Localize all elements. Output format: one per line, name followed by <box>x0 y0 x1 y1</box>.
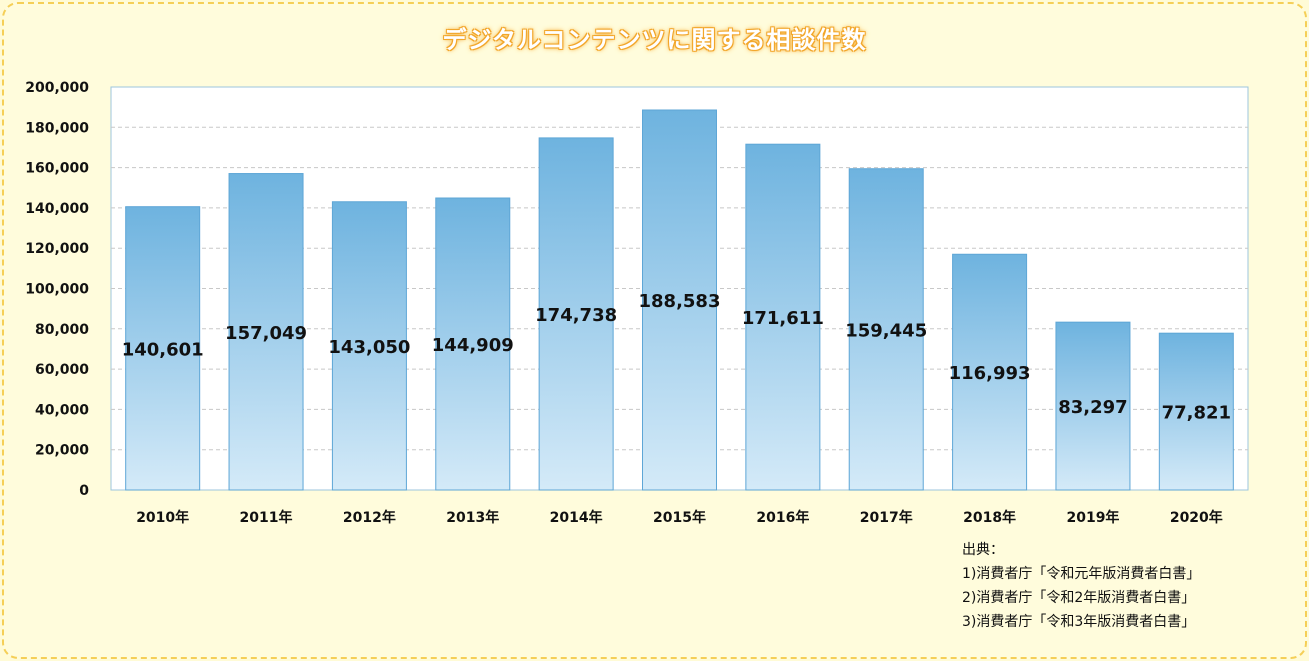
data-label: 144,909 <box>432 335 514 356</box>
chart-title: デジタルコンテンツに関する相談件数 <box>442 26 867 54</box>
bar <box>125 206 201 491</box>
y-axis: 0 20,000 40,000 60,000 80,000 100,000 120,000 1… <box>25 80 89 499</box>
bar <box>745 143 821 491</box>
y-tick-label: 0 <box>79 483 89 499</box>
y-tick-label: 140,000 <box>25 201 89 217</box>
bar <box>331 201 407 491</box>
x-tick-label: 2014年 <box>550 509 603 526</box>
y-tick-label: 160,000 <box>25 161 89 177</box>
bar <box>848 168 924 491</box>
x-tick-label: 2015年 <box>653 509 706 526</box>
x-tick-label: 2012年 <box>343 509 396 526</box>
source-line: 1)消費者庁「令和元年版消費者白書」 <box>962 566 1201 582</box>
data-label: 143,050 <box>328 337 410 358</box>
x-tick-label: 2016年 <box>756 509 809 526</box>
bars <box>125 109 1234 491</box>
data-label: 159,445 <box>845 320 927 341</box>
x-tick-label: 2017年 <box>860 509 913 526</box>
bar <box>435 197 511 491</box>
bar <box>1158 332 1234 491</box>
data-label: 174,738 <box>535 305 617 326</box>
data-label: 188,583 <box>639 291 721 312</box>
x-tick-label: 2010年 <box>136 509 189 526</box>
y-tick-label: 200,000 <box>25 80 89 96</box>
y-tick-label: 120,000 <box>25 241 89 257</box>
x-tick-label: 2020年 <box>1170 509 1223 526</box>
data-label: 157,049 <box>225 323 307 344</box>
x-tick-label: 2018年 <box>963 509 1016 526</box>
data-label: 171,611 <box>742 308 824 329</box>
data-label: 83,297 <box>1058 397 1127 418</box>
source-heading: 出典： <box>962 542 1004 558</box>
data-labels: 140,601 157,049 143,050 144,909 174,738 188,5… <box>122 291 1231 424</box>
source-line: 2)消費者庁「令和2年版消費者白書」 <box>962 590 1196 606</box>
x-tick-label: 2013年 <box>446 509 499 526</box>
y-tick-label: 20,000 <box>35 443 89 459</box>
source-note: 出典： 1)消費者庁「令和元年版消費者白書」 2)消費者庁「令和2年版消費者白書… <box>962 538 1200 634</box>
data-label: 140,601 <box>122 339 204 360</box>
x-tick-label: 2019年 <box>1066 509 1119 526</box>
bar <box>1055 321 1131 491</box>
y-tick-label: 100,000 <box>25 282 89 298</box>
data-label: 116,993 <box>949 363 1031 384</box>
bar <box>538 137 614 491</box>
x-axis: 2010年 2011年 2012年 2013年 2014年 2015年 2016年 2017年… <box>136 509 1223 526</box>
x-tick-label: 2011年 <box>240 509 293 526</box>
bar <box>952 253 1028 491</box>
bar <box>228 173 304 491</box>
y-tick-label: 40,000 <box>35 402 89 418</box>
y-tick-label: 180,000 <box>25 120 89 136</box>
bar <box>642 109 717 491</box>
y-tick-label: 80,000 <box>35 322 89 338</box>
data-label: 77,821 <box>1162 403 1231 424</box>
source-line: 3)消費者庁「令和3年版消費者白書」 <box>962 614 1196 630</box>
y-tick-label: 60,000 <box>35 362 89 378</box>
